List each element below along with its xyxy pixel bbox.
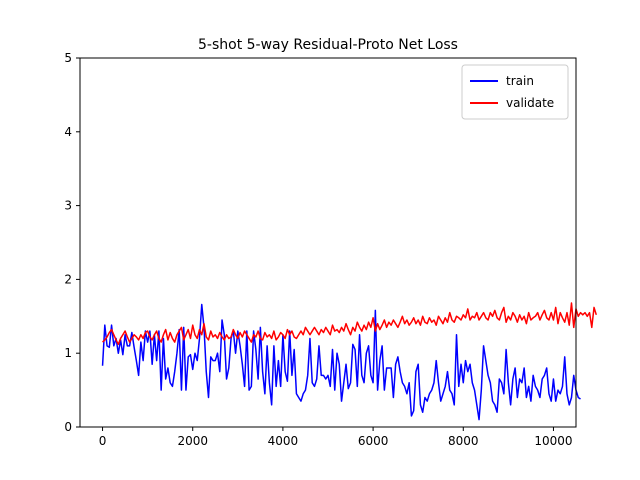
x-tick-label: 2000	[177, 434, 208, 448]
x-axis: 0 2000 4000 6000 8000 10000	[99, 427, 573, 448]
legend: train validate	[461, 64, 569, 120]
x-tick-label: 8000	[448, 434, 479, 448]
y-tick-label: 3	[64, 199, 72, 213]
series-line-train	[101, 303, 581, 421]
x-tick-label: 0	[99, 434, 107, 448]
y-tick-label: 4	[64, 125, 72, 139]
chart-title: 5-shot 5-way Residual-Proto Net Loss	[198, 37, 458, 53]
y-tick-label: 2	[64, 272, 72, 286]
legend-label-validate: validate	[506, 96, 554, 110]
axes-frame	[79, 57, 577, 428]
x-tick-label: 4000	[268, 434, 299, 448]
y-tick-label: 1	[64, 346, 72, 360]
legend-label-train: train	[506, 74, 534, 88]
legend-box	[461, 64, 569, 120]
x-tick-label: 6000	[358, 434, 389, 448]
series-line-validate	[102, 302, 598, 346]
y-axis: 0 1 2 3 4 5	[64, 51, 80, 434]
series-layer	[101, 302, 598, 421]
x-tick-label: 10000	[534, 434, 572, 448]
y-tick-label: 5	[64, 51, 72, 65]
y-tick-label: 0	[64, 420, 72, 434]
